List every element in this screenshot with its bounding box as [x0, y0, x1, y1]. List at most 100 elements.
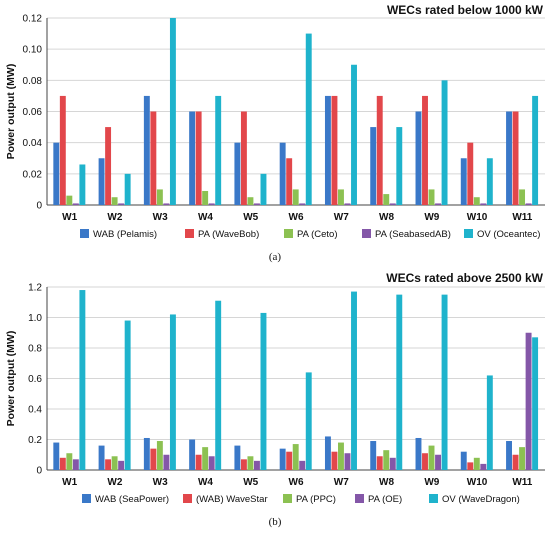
- bar-w7-series-2: [331, 95, 338, 205]
- bar-w11-series-4: [525, 203, 532, 205]
- legend-swatch: [80, 229, 89, 238]
- bar-w5-series-2: [240, 111, 247, 205]
- bar-w1-series-1: [53, 142, 60, 205]
- bar-w9-series-3: [428, 445, 435, 470]
- bar-w6-series-1: [279, 142, 286, 205]
- bar-w8-series-4: [389, 457, 396, 470]
- bar-w3-series-5: [169, 18, 176, 205]
- bar-w2-series-2: [105, 459, 112, 470]
- bar-w11-series-1: [506, 441, 512, 470]
- bar-w8-series-1: [370, 127, 377, 205]
- y-tick-label: 0.06: [23, 107, 43, 118]
- y-axis-label: Power output (MW): [5, 331, 17, 427]
- bar-w3-series-1: [143, 437, 150, 470]
- bar-w11-series-5: [532, 337, 539, 470]
- bar-w4-series-1: [189, 111, 196, 205]
- x-tick-label: W8: [379, 212, 394, 223]
- x-tick-label: W2: [107, 477, 122, 488]
- bar-w8-series-5: [396, 127, 403, 205]
- legend-swatch: [284, 229, 293, 238]
- bar-w7-series-3: [338, 189, 344, 205]
- bar-w6-series-2: [286, 451, 293, 470]
- bar-w3-series-3: [156, 441, 163, 470]
- bar-w8-series-2: [376, 456, 383, 470]
- bar-w5-series-1: [234, 142, 241, 205]
- bar-w10-series-5: [486, 158, 493, 205]
- y-tick-label: 0: [36, 466, 42, 477]
- x-tick-label: W6: [289, 212, 304, 223]
- x-tick-label: W11: [512, 477, 532, 488]
- legend-swatch: [355, 494, 364, 503]
- bar-w6-series-4: [299, 460, 306, 470]
- bar-w2-series-3: [111, 456, 118, 470]
- bar-w5-series-2: [240, 459, 247, 470]
- x-tick-label: W5: [243, 212, 258, 223]
- bar-w7-series-1: [324, 95, 331, 205]
- legend-swatch: [362, 229, 371, 238]
- legend-entry: WAB (Pelamis): [80, 229, 157, 240]
- legend-label: OV (WaveDragon): [442, 494, 520, 505]
- bar-w2-series-1: [98, 445, 105, 470]
- bar-w10-series-2: [467, 142, 474, 205]
- y-tick-label: 0: [36, 201, 42, 212]
- bar-w1-series-1: [53, 442, 60, 470]
- x-tick-label: W1: [62, 212, 77, 223]
- bar-w3-series-4: [163, 203, 170, 205]
- bar-w2-series-2: [105, 127, 112, 205]
- legend-swatch: [464, 229, 473, 238]
- bar-w1-series-3: [66, 195, 73, 205]
- bar-w8-series-3: [383, 450, 390, 470]
- bar-w7-series-5: [351, 64, 357, 205]
- y-tick-label: 0.12: [23, 14, 43, 25]
- bar-w6-series-2: [286, 158, 293, 205]
- x-tick-label: W11: [512, 212, 532, 223]
- bar-w1-series-2: [59, 457, 66, 470]
- legend-label: (WAB) WaveStar: [196, 494, 268, 505]
- x-tick-label: W7: [334, 477, 349, 488]
- bar-w3-series-2: [150, 111, 157, 205]
- bar-w4-series-3: [202, 447, 209, 471]
- bar-w8-series-1: [370, 441, 377, 470]
- bar-w8-series-4: [389, 203, 396, 205]
- bar-w3-series-1: [143, 95, 150, 205]
- legend-label: WAB (Pelamis): [93, 229, 157, 240]
- legend-entry: PA (PPC): [283, 494, 336, 505]
- legend-entry: OV (WaveDragon): [429, 494, 520, 505]
- legend-swatch: [183, 494, 192, 503]
- x-tick-label: W4: [198, 477, 213, 488]
- bar-w9-series-1: [415, 111, 422, 205]
- bar-w2-series-5: [124, 320, 131, 470]
- bar-w4-series-3: [202, 190, 209, 205]
- bar-w5-series-5: [260, 312, 267, 470]
- y-tick-label: 0.6: [28, 374, 42, 385]
- bar-w1-series-2: [59, 95, 66, 205]
- y-tick-label: 0.8: [28, 344, 42, 355]
- legend-entry: (WAB) WaveStar: [183, 494, 268, 505]
- legend-label: PA (Ceto): [297, 229, 337, 240]
- x-tick-label: W3: [153, 477, 168, 488]
- bar-w10-series-4: [480, 203, 487, 205]
- bar-w7-series-5: [351, 291, 357, 470]
- bar-w2-series-4: [118, 460, 125, 470]
- bar-w4-series-2: [195, 454, 202, 470]
- bar-w9-series-5: [441, 80, 448, 205]
- bar-w4-series-4: [208, 456, 215, 470]
- x-tick-label: W2: [107, 212, 122, 223]
- legend-entry: PA (Ceto): [284, 229, 337, 240]
- legend-entry: PA (WaveBob): [185, 229, 259, 240]
- bar-w2-series-4: [118, 203, 125, 205]
- legend-swatch: [429, 494, 438, 503]
- legend-label: PA (SeabasedAB): [375, 229, 451, 240]
- bar-w11-series-2: [512, 111, 519, 205]
- x-tick-label: W6: [289, 477, 304, 488]
- bar-w1-series-3: [66, 453, 73, 470]
- legend-label: OV (Oceantec): [477, 229, 540, 240]
- bar-w4-series-5: [215, 95, 222, 205]
- bar-w9-series-5: [441, 294, 448, 471]
- bar-w5-series-1: [234, 445, 241, 470]
- bar-w9-series-1: [415, 437, 422, 470]
- bar-w11-series-4: [525, 332, 532, 470]
- y-tick-label: 0.04: [23, 138, 43, 149]
- bar-w5-series-3: [247, 456, 254, 470]
